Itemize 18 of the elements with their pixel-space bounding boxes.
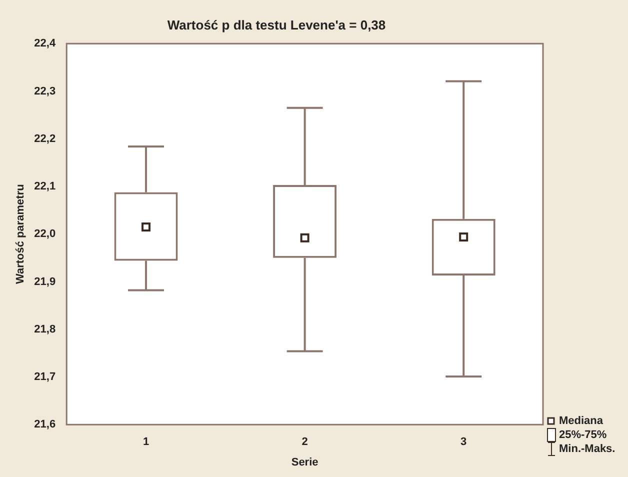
y-tick-label: 22,3 bbox=[34, 85, 56, 98]
text: Min.-Maks. bbox=[559, 442, 616, 456]
y-tick-label: 21,8 bbox=[34, 323, 56, 336]
text: Mediana bbox=[559, 414, 604, 428]
text: 25%-75% bbox=[559, 428, 607, 442]
y-tick-label: 21,6 bbox=[34, 418, 56, 431]
x-axis-title: Serie bbox=[291, 456, 318, 468]
x-tick-label: 3 bbox=[460, 436, 467, 448]
y-tick-label: 22,4 bbox=[34, 38, 56, 50]
y-axis-title: Wartość parametru bbox=[14, 184, 27, 284]
chart-title: Wartość p dla testu Levene'a = 0,38 bbox=[167, 17, 386, 32]
y-tick-label: 21,7 bbox=[34, 371, 56, 384]
y-tick-label: 22,0 bbox=[34, 228, 56, 240]
x-tick-label: 2 bbox=[302, 436, 308, 448]
x-tick-label: 1 bbox=[142, 436, 150, 448]
y-tick-label: 22,1 bbox=[34, 180, 56, 193]
y-tick-label: 21,9 bbox=[34, 276, 56, 288]
y-tick-label: 22,2 bbox=[34, 132, 56, 145]
